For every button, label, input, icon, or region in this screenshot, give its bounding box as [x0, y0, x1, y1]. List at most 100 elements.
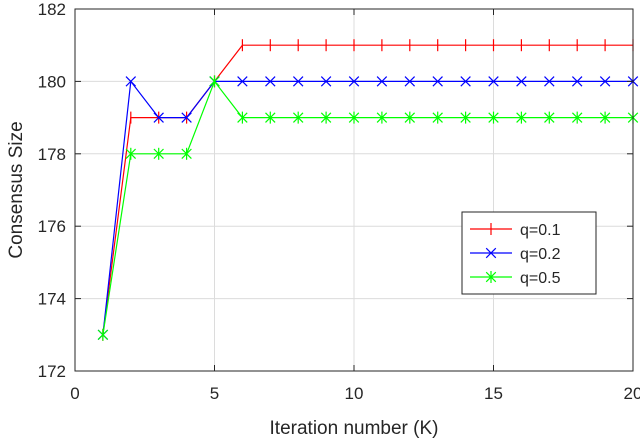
y-axis-label: Consensus Size [6, 121, 27, 258]
marker-asterisk-stroke [237, 112, 248, 123]
x-tick-label: 5 [210, 384, 219, 403]
marker-x [485, 247, 497, 259]
marker-x [153, 112, 164, 123]
marker-asterisk-stroke [348, 112, 360, 123]
marker-asterisk [488, 111, 499, 124]
marker-asterisk [432, 111, 443, 124]
x-tick-label: 20 [624, 384, 640, 403]
marker-x [599, 76, 611, 87]
marker-asterisk-stroke [153, 148, 164, 160]
marker-x [125, 76, 137, 87]
marker-asterisk [460, 111, 471, 124]
x-tick-label: 0 [70, 384, 79, 403]
marker-asterisk-stroke [488, 112, 499, 123]
marker-x-stroke [485, 247, 497, 259]
marker-x-stroke [544, 76, 555, 87]
marker-x-stroke [571, 76, 583, 87]
marker-asterisk-stroke [292, 112, 304, 123]
series-2 [97, 76, 639, 341]
series-group [97, 39, 639, 341]
marker-asterisk [544, 111, 555, 124]
marker-x-stroke [460, 76, 471, 87]
legend-item: q=0.2 [470, 246, 561, 263]
marker-asterisk-stroke [97, 329, 109, 341]
marker-x-stroke [320, 76, 332, 87]
marker-x-stroke [488, 76, 499, 87]
marker-asterisk-stroke [432, 112, 443, 123]
marker-asterisk [153, 147, 164, 160]
marker-x-stroke [265, 76, 276, 87]
marker-asterisk-stroke [265, 112, 276, 123]
marker-asterisk-stroke [209, 76, 220, 87]
marker-x-stroke [237, 76, 248, 87]
marker-x [488, 76, 499, 87]
marker-asterisk [571, 111, 583, 124]
legend-label: q=0.2 [520, 246, 561, 263]
marker-x [432, 76, 443, 87]
marker-asterisk-stroke [460, 112, 471, 123]
y-tick-label: 172 [38, 362, 66, 381]
marker-x-stroke [292, 76, 304, 87]
marker-x [348, 76, 360, 87]
marker-asterisk [181, 147, 192, 160]
marker-asterisk [125, 147, 137, 160]
y-tick-label: 182 [38, 0, 66, 19]
series-line [102, 80, 633, 335]
marker-x [181, 112, 192, 123]
marker-asterisk [237, 111, 248, 124]
y-tick-label: 176 [38, 217, 66, 236]
y-tick-label: 180 [38, 72, 66, 91]
marker-x [237, 76, 248, 87]
marker-x [544, 76, 555, 87]
marker-asterisk [97, 328, 109, 341]
axis-ticks: 0 5 10 15 20 172 174 176 178 180 182 [38, 0, 640, 403]
marker-asterisk [292, 111, 304, 124]
marker-asterisk [265, 111, 276, 124]
marker-x-stroke [599, 76, 611, 87]
series-line [102, 79, 633, 335]
marker-x-stroke [516, 76, 527, 87]
marker-asterisk-stroke [320, 112, 332, 123]
marker-asterisk-stroke [125, 148, 137, 160]
marker-x [404, 76, 416, 87]
series-1 [102, 39, 634, 341]
marker-asterisk [348, 111, 360, 124]
marker-asterisk-stroke [599, 112, 611, 123]
marker-x-stroke [404, 76, 416, 87]
legend-label: q=0.5 [520, 270, 561, 287]
marker-x [571, 76, 583, 87]
marker-asterisk-stroke [516, 112, 527, 123]
legend: q=0.1 q=0.2 q=0.5 [461, 211, 597, 295]
legend-item: q=0.5 [470, 270, 561, 287]
marker-asterisk [376, 111, 388, 124]
marker-asterisk-stroke [571, 112, 583, 123]
grid-lines [74, 8, 634, 372]
legend-item: q=0.1 [470, 222, 561, 239]
series-3 [97, 75, 639, 341]
marker-x [460, 76, 471, 87]
marker-x [265, 76, 276, 87]
marker-x [292, 76, 304, 87]
marker-asterisk-stroke [544, 112, 555, 123]
marker-asterisk [485, 271, 497, 283]
marker-asterisk-stroke [181, 148, 192, 160]
marker-asterisk-stroke [376, 112, 388, 123]
legend-label: q=0.1 [520, 222, 561, 239]
marker-x-stroke [348, 76, 360, 87]
marker-asterisk [516, 111, 527, 124]
marker-asterisk [404, 111, 416, 124]
x-tick-label: 10 [345, 384, 364, 403]
marker-x-stroke [181, 112, 192, 123]
marker-x-stroke [153, 112, 164, 123]
marker-asterisk [209, 75, 220, 88]
marker-x-stroke [376, 76, 388, 87]
x-axis-label: Iteration number (K) [270, 418, 439, 439]
marker-asterisk [320, 111, 332, 124]
marker-asterisk-stroke [404, 112, 416, 123]
marker-x [376, 76, 388, 87]
x-tick-label: 15 [484, 384, 503, 403]
marker-asterisk [599, 111, 611, 124]
marker-x [516, 76, 527, 87]
